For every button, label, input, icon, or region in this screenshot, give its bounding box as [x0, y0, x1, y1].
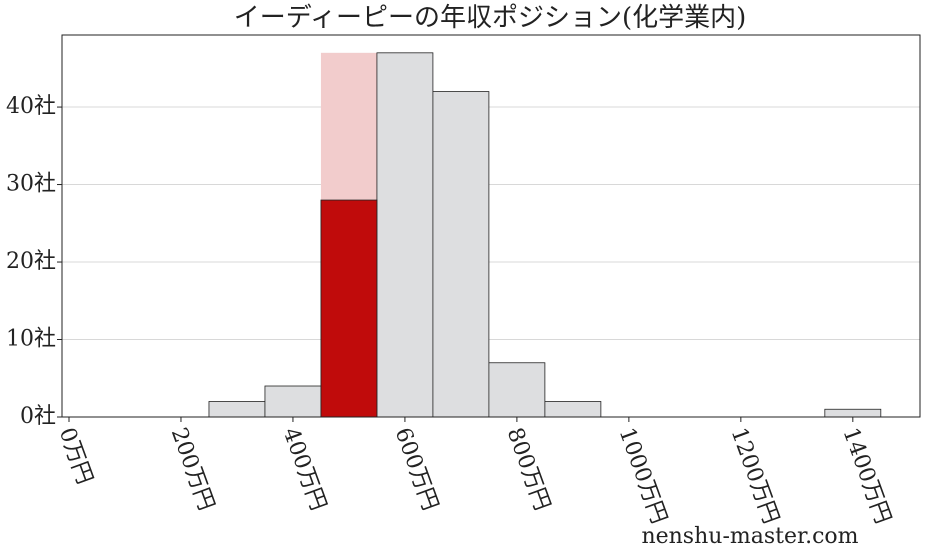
y-tick-label: 40社: [6, 94, 56, 119]
x-tick-label: 400万円: [278, 425, 331, 514]
x-tick-label: 0万円: [54, 425, 97, 488]
bar: [544, 401, 602, 418]
x-tick-label: 1400万円: [838, 425, 896, 528]
x-tick-label: 800万円: [502, 425, 555, 514]
bar: [208, 401, 266, 418]
x-tick-label: 1200万円: [726, 425, 784, 528]
plot-frame: [61, 34, 921, 418]
bar: [264, 385, 322, 418]
bar: [320, 199, 378, 418]
x-tick-label: 1000万円: [614, 425, 672, 528]
bar: [376, 52, 434, 418]
bar: [488, 362, 546, 418]
y-tick-label: 10社: [6, 327, 56, 352]
y-tick-label: 20社: [6, 249, 56, 274]
y-tick-label: 0社: [20, 404, 56, 429]
y-tick-label: 30社: [6, 172, 56, 197]
x-tick-label: 600万円: [390, 425, 443, 514]
x-tick-label: 200万円: [166, 425, 219, 514]
watermark: nenshu-master.com: [641, 524, 858, 549]
bar: [824, 408, 882, 418]
chart-title: イーディーピーの年収ポジション(化学業内): [234, 3, 746, 33]
bar: [432, 91, 490, 418]
